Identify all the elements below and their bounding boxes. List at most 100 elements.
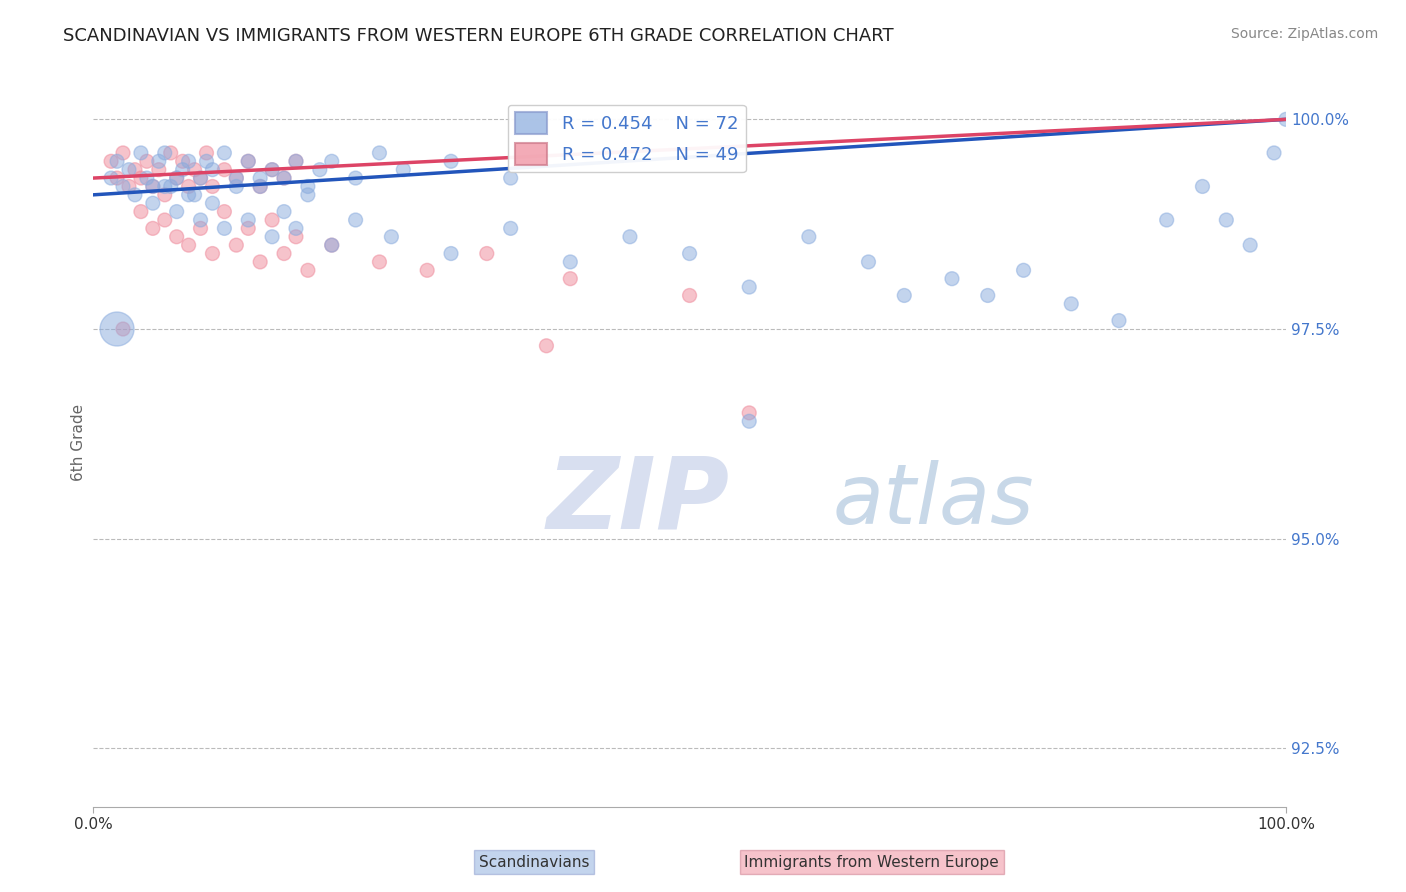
- Point: [129, 171, 152, 186]
- Point: [153, 145, 176, 160]
- Point: [214, 221, 236, 235]
- Point: [619, 229, 641, 244]
- Point: [1108, 313, 1130, 327]
- Point: [129, 145, 152, 160]
- Legend: R = 0.454    N = 72, R = 0.472    N = 49: R = 0.454 N = 72, R = 0.472 N = 49: [508, 104, 745, 172]
- Point: [977, 288, 1000, 302]
- Point: [225, 171, 247, 186]
- Point: [249, 171, 271, 186]
- Point: [166, 229, 188, 244]
- Text: SCANDINAVIAN VS IMMIGRANTS FROM WESTERN EUROPE 6TH GRADE CORRELATION CHART: SCANDINAVIAN VS IMMIGRANTS FROM WESTERN …: [63, 27, 894, 45]
- Point: [1156, 213, 1178, 227]
- Point: [1215, 213, 1237, 227]
- Point: [738, 280, 761, 294]
- Point: [214, 162, 236, 177]
- Point: [273, 204, 295, 219]
- Point: [238, 213, 260, 227]
- Point: [297, 187, 319, 202]
- Point: [392, 162, 415, 177]
- Point: [738, 414, 761, 428]
- Point: [177, 238, 200, 252]
- Point: [190, 221, 212, 235]
- Point: [177, 179, 200, 194]
- Point: [214, 204, 236, 219]
- Point: [262, 162, 284, 177]
- Point: [201, 196, 224, 211]
- Point: [153, 187, 176, 202]
- Point: [297, 263, 319, 277]
- Point: [475, 246, 498, 260]
- Y-axis label: 6th Grade: 6th Grade: [72, 404, 86, 481]
- Point: [284, 229, 307, 244]
- Point: [941, 271, 963, 285]
- Text: ZIP: ZIP: [547, 452, 730, 549]
- Point: [249, 179, 271, 194]
- Point: [225, 171, 247, 186]
- Point: [416, 263, 439, 277]
- Point: [111, 179, 134, 194]
- Point: [142, 196, 165, 211]
- Point: [499, 171, 522, 186]
- Point: [135, 171, 157, 186]
- Point: [284, 154, 307, 169]
- Point: [142, 221, 165, 235]
- Point: [172, 162, 194, 177]
- Point: [225, 238, 247, 252]
- Point: [159, 145, 181, 160]
- Point: [195, 154, 218, 169]
- Point: [273, 171, 295, 186]
- Point: [262, 229, 284, 244]
- Point: [249, 179, 271, 194]
- Point: [190, 213, 212, 227]
- Point: [858, 255, 880, 269]
- Point: [536, 339, 558, 353]
- Point: [262, 213, 284, 227]
- Text: atlas: atlas: [832, 460, 1035, 541]
- Point: [249, 255, 271, 269]
- Point: [124, 162, 146, 177]
- Point: [201, 179, 224, 194]
- Point: [284, 154, 307, 169]
- Point: [214, 145, 236, 160]
- Point: [738, 406, 761, 420]
- Point: [118, 162, 141, 177]
- Point: [262, 162, 284, 177]
- Point: [111, 322, 134, 336]
- Point: [1060, 297, 1083, 311]
- Point: [153, 179, 176, 194]
- Point: [797, 229, 820, 244]
- Point: [111, 145, 134, 160]
- Point: [195, 145, 218, 160]
- Point: [105, 171, 128, 186]
- Point: [440, 246, 463, 260]
- Point: [153, 213, 176, 227]
- Point: [1012, 263, 1035, 277]
- Point: [321, 238, 343, 252]
- Point: [368, 145, 391, 160]
- Point: [1239, 238, 1261, 252]
- Text: Source: ZipAtlas.com: Source: ZipAtlas.com: [1230, 27, 1378, 41]
- Point: [225, 179, 247, 194]
- Point: [238, 154, 260, 169]
- Point: [284, 221, 307, 235]
- Point: [238, 221, 260, 235]
- Point: [238, 154, 260, 169]
- Point: [380, 229, 402, 244]
- Point: [368, 255, 391, 269]
- Point: [499, 221, 522, 235]
- Point: [166, 171, 188, 186]
- Point: [177, 154, 200, 169]
- Point: [1263, 145, 1285, 160]
- Point: [142, 179, 165, 194]
- Point: [201, 246, 224, 260]
- Point: [321, 154, 343, 169]
- Text: Immigrants from Western Europe: Immigrants from Western Europe: [744, 855, 1000, 870]
- Point: [344, 171, 367, 186]
- Point: [440, 154, 463, 169]
- Point: [893, 288, 915, 302]
- Point: [148, 154, 170, 169]
- Point: [183, 162, 205, 177]
- Point: [297, 179, 319, 194]
- Point: [105, 322, 128, 336]
- Point: [129, 204, 152, 219]
